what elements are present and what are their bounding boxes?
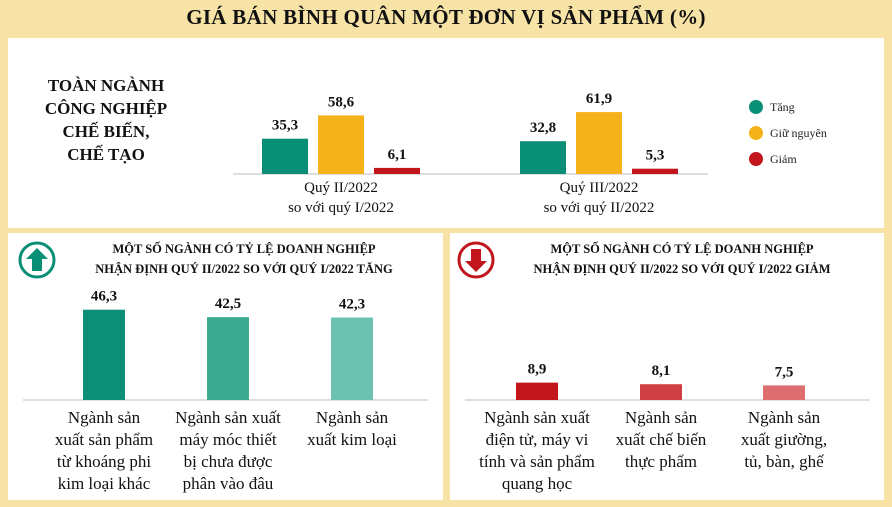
panel-title-line: MỘT SỐ NGÀNH CÓ TỶ LỆ DOANH NGHIỆP [550,241,813,256]
legend-label: Giữ nguyên [770,126,827,140]
category-label: Ngành sản xuất [175,408,281,427]
arrow-up-circle-icon [18,241,56,279]
data-label: 32,8 [530,120,556,136]
icon-arrow [465,249,487,272]
data-label: 58,6 [328,94,355,110]
category-label: Ngành sản [316,408,389,427]
bar-giam [374,167,420,174]
data-label: 8,9 [528,362,547,378]
data-label: 7,5 [775,364,794,380]
data-label: 8,1 [652,363,671,379]
bar [207,317,249,400]
legend-label: Tăng [770,100,795,114]
category-label: máy móc thiết [179,430,277,449]
category-label: Quý III/2022 [560,180,639,196]
icon-arrow [26,248,48,271]
bar-tang [262,138,308,174]
category-label: điện tử, máy vi [486,430,589,449]
decrease-sectors-chart: MỘT SỐ NGÀNH CÓ TỶ LỆ DOANH NGHIỆP NHẬN Đ… [457,241,870,493]
category-label: Ngành sản xuất [484,408,590,427]
legend-marker-giu-nguyen [749,126,763,140]
category-label: tính và sản phẩm [479,452,595,471]
category-label: tủ, bàn, ghế [744,452,824,471]
category-label: quang học [502,474,573,493]
overall-title-line: TOÀN NGÀNH [48,76,164,95]
bar [763,385,805,400]
increase-sectors-chart: MỘT SỐ NGÀNH CÓ TỶ LỆ DOANH NGHIỆP NHẬN Đ… [18,241,428,493]
data-label: 5,3 [646,148,665,164]
category-label: xuất sản phẩm [55,430,153,449]
legend-marker-tang [749,100,763,114]
arrow-down-circle-icon [457,241,495,279]
category-label: từ khoáng phi [57,452,151,471]
page-title: GIÁ BÁN BÌNH QUÂN MỘT ĐƠN VỊ SẢN PHẨM (%… [186,4,706,29]
overall-industry-chart: TOÀN NGÀNH CÔNG NGHIỆP CHẾ BIẾN, CHẾ TẠO 35,… [45,76,827,216]
panel-title-line: NHẬN ĐỊNH QUÝ II/2022 SO VỚI QUÝ I/2022 … [533,262,830,276]
bar [83,309,125,400]
data-label: 6,1 [388,147,407,163]
bar-giam [632,168,678,174]
legend-label: Giảm [770,152,797,166]
data-label: 61,9 [586,91,612,107]
data-label: 35,3 [272,118,298,134]
decrease-sectors-panel: MỘT SỐ NGÀNH CÓ TỶ LỆ DOANH NGHIỆP NHẬN Đ… [450,233,884,500]
category-label: Ngành sản [625,408,698,427]
category-label: Ngành sản [748,408,821,427]
bar [516,382,558,400]
category-label: phân vào đâu [183,474,274,493]
data-label: 42,5 [215,296,241,312]
overall-title-line: CHẾ BIẾN, [63,122,150,141]
category-label: so với quý II/2022 [544,200,655,216]
overall-title-line: CÔNG NGHIỆP [45,99,167,118]
panel-title-line: NHẬN ĐỊNH QUÝ II/2022 SO VỚI QUÝ I/2022 … [95,262,393,276]
category-label: bị chưa được [184,452,273,471]
bar [331,317,373,400]
panel-title-line: MỘT SỐ NGÀNH CÓ TỶ LỆ DOANH NGHIỆP [112,241,375,256]
category-label: Quý II/2022 [304,180,378,196]
category-label: kim loại khác [58,474,151,493]
bar-giu-nguyen [318,115,364,174]
category-label: thực phẩm [625,452,697,471]
category-label: xuất chế biến [616,430,707,449]
category-label: xuất kim loại [307,430,397,449]
legend-marker-giam [749,152,763,166]
category-label: so với quý I/2022 [288,200,394,216]
data-label: 42,3 [339,297,365,313]
increase-sectors-panel: MỘT SỐ NGÀNH CÓ TỶ LỆ DOANH NGHIỆP NHẬN Đ… [8,233,443,500]
overall-industry-panel: TOÀN NGÀNH CÔNG NGHIỆP CHẾ BIẾN, CHẾ TẠO 35,… [8,38,884,228]
data-label: 46,3 [91,289,117,305]
bar-giu-nguyen [576,112,622,174]
overall-title-line: CHẾ TẠO [67,145,145,164]
bar [640,384,682,400]
bar-tang [520,141,566,174]
category-label: xuất giường, [741,430,827,449]
category-label: Ngành sản [68,408,141,427]
